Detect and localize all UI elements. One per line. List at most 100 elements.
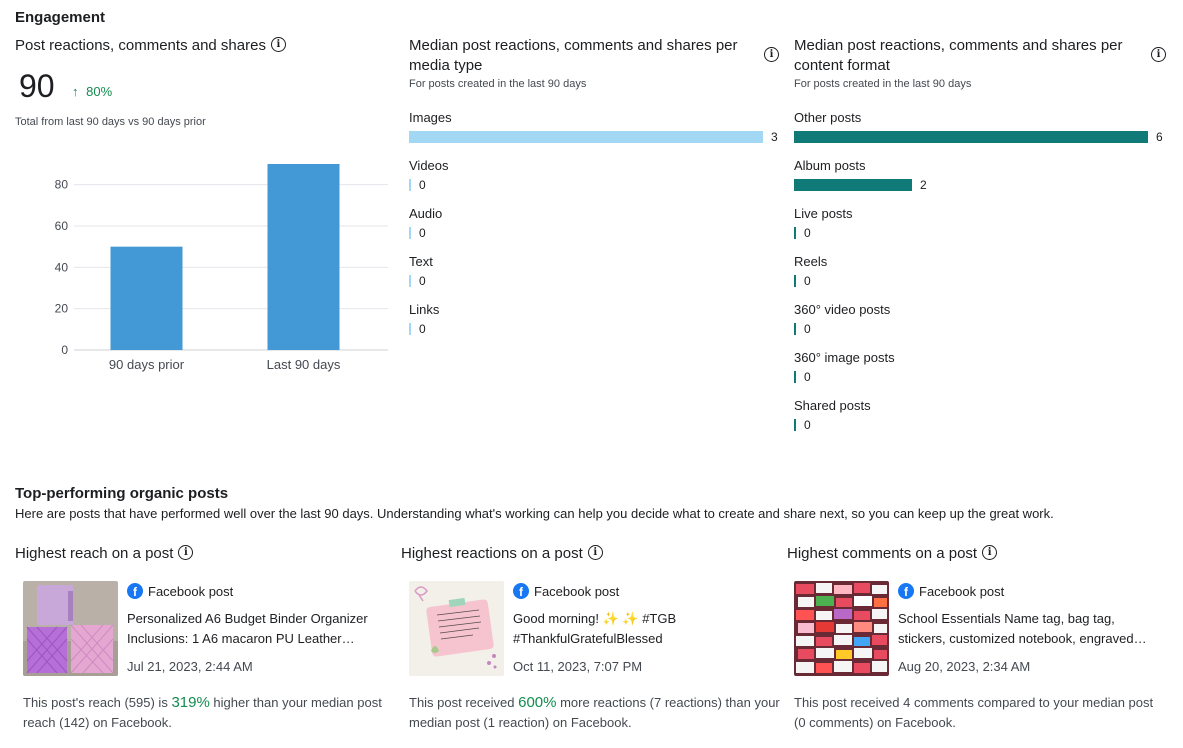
bar-label: Videos: [409, 158, 449, 173]
post-summary: This post's reach (595) is 319% higher t…: [23, 693, 388, 733]
bar-item: 360° image posts 0: [794, 350, 1169, 398]
format-card-title: Median post reactions, comments and shar…: [794, 36, 1166, 76]
post-type-label: Facebook post: [534, 583, 620, 599]
bar-label: Album posts: [794, 158, 866, 173]
bar-value: 0: [804, 418, 811, 432]
media-card-title: Median post reactions, comments and shar…: [409, 36, 779, 76]
post-type-label: Facebook post: [148, 583, 234, 599]
x-tick-label: 90 days prior: [109, 357, 185, 372]
bar-item: 360° video posts 0: [794, 302, 1169, 350]
bar-label: Text: [409, 254, 433, 269]
bar-360-video-posts[interactable]: [794, 323, 796, 335]
post-thumbnail-name-tags[interactable]: [794, 581, 889, 676]
bar-value: 6: [1156, 130, 1163, 144]
y-tick-label: 20: [55, 302, 69, 316]
bar-item: Album posts 2: [794, 158, 1169, 206]
arrow-up-icon: ↑: [72, 84, 79, 99]
info-icon[interactable]: i: [587, 545, 603, 560]
bar-item: Live posts 0: [794, 206, 1169, 254]
info-icon[interactable]: i: [764, 47, 779, 62]
top-posts-description: Here are posts that have performed well …: [15, 506, 1054, 521]
bar-album-posts[interactable]: [794, 179, 912, 191]
engagement-title: Engagement: [15, 9, 106, 26]
bar-live-posts[interactable]: [794, 227, 796, 239]
bar-label: Live posts: [794, 206, 853, 221]
summary-highlight: 319%: [171, 694, 210, 711]
summary-text: This post received: [409, 695, 519, 710]
format-card-subtitle: For posts created in the last 90 days: [794, 78, 972, 90]
format-bar-chart: Other posts 6 Album posts 2 Live posts 0 Reels…: [794, 110, 1169, 446]
bar-value: 3: [771, 130, 778, 144]
total-card-title-text: Post reactions, comments and shares: [15, 37, 266, 54]
highest-comments-title-text: Highest comments on a post: [787, 545, 978, 562]
info-icon[interactable]: i: [1151, 47, 1166, 62]
summary-text: This post received 4 comments compared t…: [794, 695, 1154, 730]
highest-reach-title: Highest reach on a post i: [15, 545, 194, 562]
bar-reels[interactable]: [794, 275, 796, 287]
bar-shared-posts[interactable]: [794, 419, 796, 431]
summary-text: more reactions (7 reactions) than your m…: [409, 695, 780, 730]
total-value: 90: [19, 68, 55, 104]
bar-row: 0: [794, 417, 1169, 433]
bar-row: 0: [794, 225, 1169, 241]
post-thumbnail-binders[interactable]: [23, 581, 118, 676]
bar-label: Images: [409, 110, 452, 125]
y-tick-label: 60: [55, 219, 69, 233]
bar-value: 2: [920, 178, 927, 192]
bar-label: Reels: [794, 254, 828, 269]
post-text[interactable]: School Essentials Name tag, bag tag, sti…: [898, 611, 1147, 646]
bar-item: Videos 0: [409, 158, 779, 206]
bar-row: 3: [409, 129, 779, 145]
bar-360-image-posts[interactable]: [794, 371, 796, 383]
post-thumbnail-quote[interactable]: [409, 581, 504, 676]
bar-row: 0: [409, 321, 779, 337]
post-summary: This post received 4 comments compared t…: [794, 693, 1164, 733]
post-text[interactable]: Good morning! ✨ ✨ #TGB #ThankfulGrateful…: [513, 611, 677, 646]
bar-row: 0: [409, 273, 779, 289]
post-date: Oct 11, 2023, 7:07 PM: [513, 659, 643, 674]
bar-value: 0: [804, 370, 811, 384]
bar-value: 0: [804, 322, 811, 336]
bar-videos[interactable]: [409, 179, 411, 191]
bar-item: Shared posts 0: [794, 398, 1169, 446]
bar-value: 0: [419, 226, 426, 240]
bar-images[interactable]: [409, 131, 763, 143]
post-summary: This post received 600% more reactions (…: [409, 693, 781, 733]
total-bar-chart: 0 20 40 60 80 90 days prior Last 90 days: [55, 164, 388, 372]
post-type-row: f Facebook post: [513, 583, 619, 599]
bar-item: Links 0: [409, 302, 779, 350]
post-date: Aug 20, 2023, 2:34 AM: [898, 659, 1031, 674]
info-icon[interactable]: i: [178, 545, 194, 560]
post-date: Jul 21, 2023, 2:44 AM: [127, 659, 253, 674]
info-icon[interactable]: i: [270, 37, 286, 52]
bar-row: 6: [794, 129, 1169, 145]
bar-label: 360° video posts: [794, 302, 891, 317]
facebook-icon: f: [898, 583, 914, 599]
bar-90-days-prior[interactable]: [110, 246, 183, 350]
media-card-subtitle: For posts created in the last 90 days: [409, 78, 587, 90]
format-card-title-text: Median post reactions, comments and shar…: [794, 37, 1123, 74]
bar-other-posts[interactable]: [794, 131, 1148, 143]
info-icon[interactable]: i: [982, 545, 998, 560]
bar-text[interactable]: [409, 275, 411, 287]
bar-row: 0: [409, 225, 779, 241]
post-type-row: f Facebook post: [127, 583, 233, 599]
summary-highlight: 600%: [518, 694, 557, 711]
bar-links[interactable]: [409, 323, 411, 335]
bar-row: 2: [794, 177, 1169, 193]
summary-text: higher than your median post reach (142)…: [23, 695, 382, 730]
highest-reactions-title: Highest reactions on a post i: [401, 545, 603, 562]
facebook-icon: f: [127, 583, 143, 599]
bar-audio[interactable]: [409, 227, 411, 239]
post-type-label: Facebook post: [919, 583, 1005, 599]
summary-text: This post's reach (595) is: [23, 695, 172, 710]
bar-row: 0: [794, 273, 1169, 289]
delta-value: 80%: [86, 84, 113, 99]
y-tick-label: 40: [55, 260, 69, 274]
bar-last-90-days[interactable]: [267, 164, 340, 350]
y-tick-label: 80: [55, 178, 69, 192]
bar-item: Audio 0: [409, 206, 779, 254]
post-text[interactable]: Personalized A6 Budget Binder Organizer …: [127, 611, 368, 646]
bar-item: Images 3: [409, 110, 779, 158]
bar-label: 360° image posts: [794, 350, 895, 365]
